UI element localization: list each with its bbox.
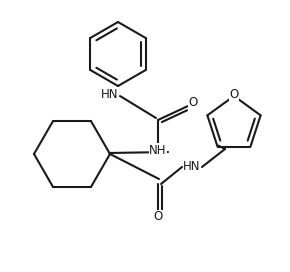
Text: HN: HN xyxy=(183,160,201,174)
Text: O: O xyxy=(188,95,197,109)
Text: HN: HN xyxy=(101,88,119,100)
Text: NH: NH xyxy=(149,144,167,156)
Text: O: O xyxy=(229,88,239,101)
Text: O: O xyxy=(153,211,163,224)
